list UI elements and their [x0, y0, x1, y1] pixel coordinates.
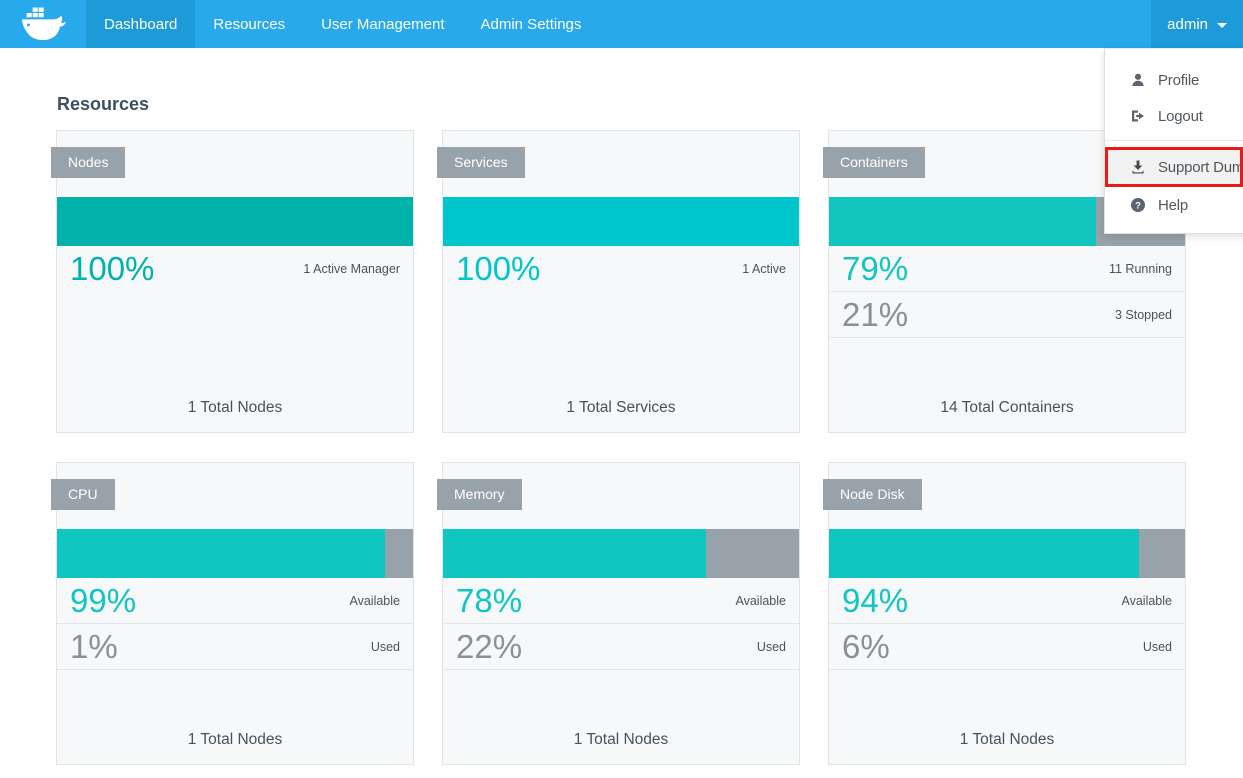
resource-card: Containers 79% 11 Running 21% 3 Stopped 14 …	[823, 130, 1186, 433]
menu-item-label: Support Dump	[1158, 158, 1243, 176]
caret-down-icon	[1217, 22, 1227, 28]
card-title-badge: Containers	[823, 147, 925, 178]
help-icon: ?	[1129, 197, 1146, 214]
stat-row: 94% Available	[829, 578, 1185, 624]
usage-bar-track	[443, 197, 799, 246]
card-title-badge: Memory	[437, 479, 522, 510]
menu-item-label: Help	[1158, 196, 1189, 214]
card-stats: 79% 11 Running 21% 3 Stopped	[829, 246, 1185, 338]
docker-whale-icon	[21, 7, 66, 41]
stat-row: 78% Available	[443, 578, 799, 624]
svg-text:?: ?	[1135, 200, 1141, 211]
menu-item-help[interactable]: ? Help	[1105, 187, 1243, 223]
menu-divider	[1105, 140, 1243, 141]
stat-value: 79%	[842, 249, 909, 287]
card-stats: 94% Available 6% Used	[829, 578, 1185, 670]
usage-bar-track	[829, 529, 1185, 578]
stat-row: 79% 11 Running	[829, 246, 1185, 292]
menu-item-profile[interactable]: Profile	[1105, 62, 1243, 98]
stat-value: 99%	[70, 581, 137, 619]
card-title-badge: CPU	[51, 479, 115, 510]
usage-bar-fill	[443, 529, 707, 578]
stat-value: 6%	[842, 627, 890, 665]
user-menu-toggle[interactable]: admin	[1151, 0, 1243, 48]
stat-row: 99% Available	[57, 578, 413, 624]
stat-label: Used	[756, 639, 786, 654]
card-footer: 14 Total Containers	[940, 399, 1074, 416]
usage-bar-track	[443, 529, 799, 578]
card-title-badge: Node Disk	[823, 479, 922, 510]
docker-logo[interactable]	[0, 0, 86, 48]
card-title-badge: Services	[437, 147, 525, 178]
card-stats: 100% 1 Active Manager	[57, 246, 413, 292]
card-footer: 1 Total Nodes	[187, 399, 283, 416]
stat-label: Available	[735, 593, 786, 608]
stat-value: 100%	[70, 250, 155, 287]
stat-label: 11 Running	[1108, 261, 1172, 276]
stat-value: 78%	[456, 581, 523, 619]
logout-icon	[1129, 108, 1146, 125]
resource-cards-grid: Nodes 100% 1 Active Manager 1 Total Nodes…	[51, 130, 1186, 765]
resource-card: Memory 78% Available 22% Used 1 Total Nodes	[437, 462, 800, 765]
stat-label: Available	[1121, 593, 1172, 608]
usage-bar-fill	[57, 197, 413, 246]
stat-value: 1%	[70, 627, 118, 665]
card-stats: 100% 1 Active	[443, 246, 799, 292]
menu-item-label: Profile	[1158, 71, 1200, 89]
stat-label: 3 Stopped	[1115, 307, 1172, 322]
stat-row: 21% 3 Stopped	[829, 292, 1185, 338]
download-icon	[1129, 159, 1146, 176]
resource-card: Node Disk 94% Available 6% Used 1 Total Nod…	[823, 462, 1186, 765]
stat-label: 1 Active Manager	[303, 262, 400, 276]
resource-card: CPU 99% Available 1% Used 1 Total Nodes	[51, 462, 414, 765]
page-title: Resources	[57, 94, 150, 114]
stat-row: 100% 1 Active Manager	[57, 246, 413, 292]
card-footer: 1 Total Nodes	[959, 731, 1055, 748]
resource-card: Services 100% 1 Active 1 Total Services	[437, 130, 800, 433]
card-stats: 78% Available 22% Used	[443, 578, 799, 670]
menu-item-logout[interactable]: Logout	[1105, 98, 1243, 134]
usage-bar-fill	[829, 197, 1096, 246]
top-navbar: Dashboard Resources User Management Admi…	[0, 0, 1243, 48]
stat-row: 1% Used	[57, 624, 413, 670]
stat-row: 100% 1 Active	[443, 246, 799, 292]
usage-bar-fill	[829, 529, 1139, 578]
stat-row: 22% Used	[443, 624, 799, 670]
usage-bar-fill	[443, 197, 799, 246]
nav-item-admin-settings[interactable]: Admin Settings	[480, 15, 582, 33]
nav-item-resources[interactable]: Resources	[213, 15, 286, 33]
stat-value: 21%	[842, 295, 909, 333]
card-footer: 1 Total Nodes	[187, 731, 283, 748]
user-dropdown-menu: Profile Logout Support Dump ? Help	[1104, 48, 1243, 234]
stat-label: Available	[349, 593, 400, 608]
nav-item-user-management[interactable]: User Management	[321, 15, 445, 33]
stat-label: Used	[1142, 639, 1172, 654]
menu-item-support-dump[interactable]: Support Dump	[1105, 147, 1243, 187]
stat-label: Used	[370, 639, 400, 654]
stat-label: 1 Active	[742, 262, 786, 276]
nav-item-dashboard[interactable]: Dashboard	[86, 0, 196, 48]
resource-card: Nodes 100% 1 Active Manager 1 Total Nodes	[51, 130, 414, 433]
main-nav: Dashboard Resources User Management Admi…	[86, 0, 599, 48]
card-footer: 1 Total Services	[566, 399, 676, 416]
menu-item-label: Logout	[1158, 107, 1203, 125]
card-stats: 99% Available 1% Used	[57, 578, 413, 670]
user-icon	[1129, 72, 1146, 89]
usage-bar-track	[57, 529, 413, 578]
user-name: admin	[1167, 15, 1208, 33]
stat-value: 94%	[842, 581, 909, 619]
card-footer: 1 Total Nodes	[573, 731, 669, 748]
stat-value: 100%	[456, 250, 541, 287]
stat-value: 22%	[456, 627, 523, 665]
card-title-badge: Nodes	[51, 147, 126, 178]
usage-bar-fill	[57, 529, 385, 578]
stat-row: 6% Used	[829, 624, 1185, 670]
usage-bar-track	[57, 197, 413, 246]
